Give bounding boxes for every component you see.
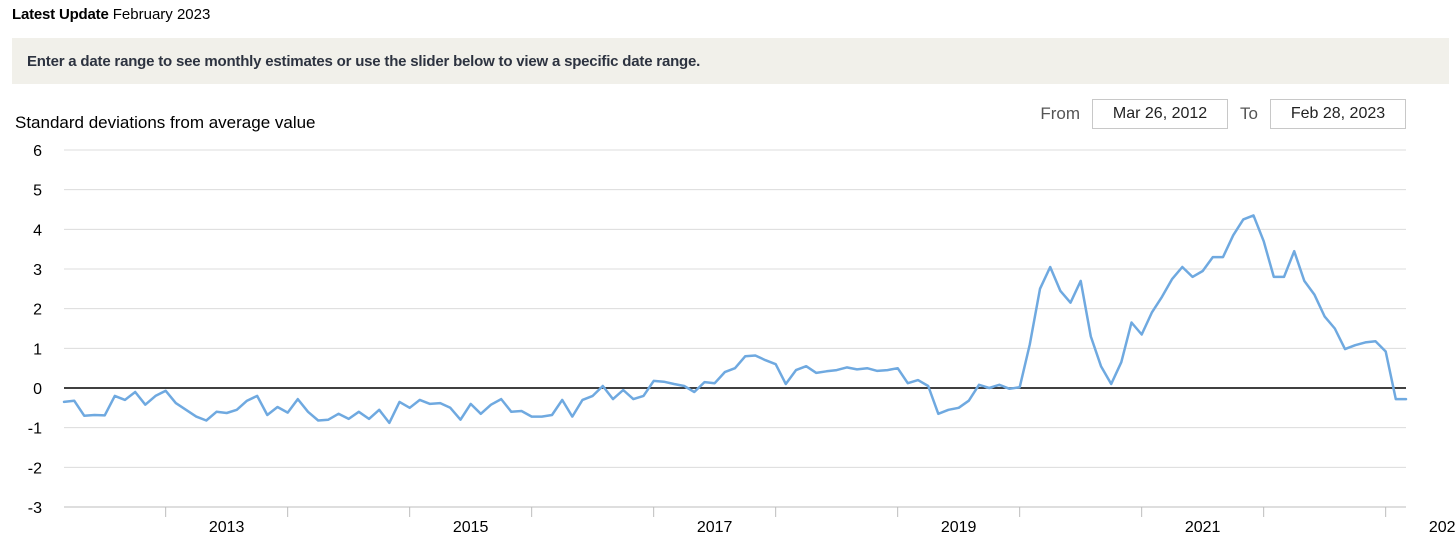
series-group: [62, 214, 1408, 425]
latest-update: Latest Update February 2023: [12, 6, 210, 23]
y-axis-label: Standard deviations from average value: [15, 113, 316, 132]
x-tick-labels: 2013 2015 2017 2019 2021 2023: [209, 519, 1456, 536]
y-tick-labels: 6 5 4 3 2 1 0 -1 -2 -3: [28, 143, 42, 517]
instructions-banner: Enter a date range to see monthly estima…: [12, 38, 1449, 84]
to-label: To: [1240, 104, 1258, 123]
date-range-controls: From Mar 26, 2012 To Feb 28, 2023: [1028, 99, 1406, 129]
line-chart: 6 5 4 3 2 1 0 -1 -2 -3 2013 2015 2017 2019 2021 2023: [28, 143, 1456, 536]
y-tick-label: -2: [28, 460, 42, 477]
y-tick-label: -3: [28, 500, 42, 517]
grid-lines: [64, 149, 1406, 517]
y-tick-label: 2: [33, 302, 42, 319]
y-tick-label: -1: [28, 421, 42, 438]
y-tick-label: 5: [33, 183, 42, 200]
to-date-input[interactable]: Feb 28, 2023: [1270, 99, 1406, 129]
x-tick-label: 2013: [209, 519, 245, 536]
y-tick-label: 6: [33, 143, 42, 160]
x-tick-label: 2023: [1429, 519, 1456, 536]
y-tick-label: 4: [33, 222, 42, 239]
latest-update-value: February 2023: [112, 6, 211, 23]
from-date-input[interactable]: Mar 26, 2012: [1092, 99, 1229, 129]
y-tick-label: 3: [33, 262, 42, 279]
y-tick-label: 1: [33, 341, 42, 358]
x-tick-label: 2019: [941, 519, 977, 536]
x-tick-label: 2017: [697, 519, 733, 536]
instructions-text: Enter a date range to see monthly estima…: [27, 52, 701, 70]
from-label: From: [1040, 104, 1081, 123]
x-tick-label: 2021: [1185, 519, 1221, 536]
y-tick-label: 0: [33, 381, 42, 398]
x-tick-label: 2015: [453, 519, 489, 536]
series-line: [62, 214, 1408, 425]
latest-update-label: Latest Update: [12, 6, 109, 23]
